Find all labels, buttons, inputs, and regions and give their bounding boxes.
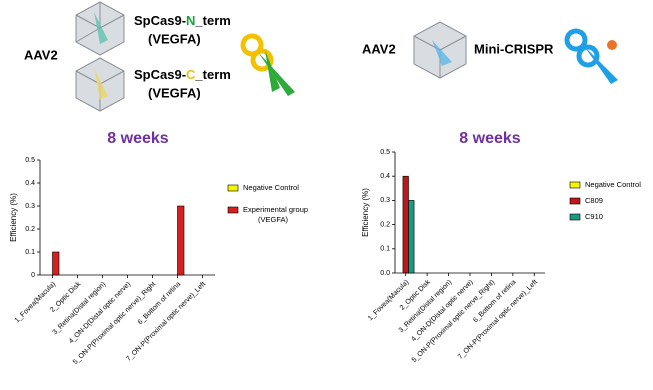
y-tick-label: 0.4 (380, 173, 390, 180)
bar (52, 251, 60, 276)
legend-swatch (227, 206, 239, 214)
construct-part: C (186, 67, 196, 82)
vector-label: AAV2 (24, 47, 58, 62)
y-tick-label: 0.2 (380, 221, 390, 228)
y-tick-label: 0.0 (380, 270, 390, 277)
bar (177, 205, 185, 276)
construct-target: (VEGFA) (148, 31, 201, 46)
bar (402, 175, 409, 274)
construct-part: _term (194, 67, 230, 82)
scissors-icon (240, 33, 295, 96)
y-tick-label: 0.1 (380, 246, 390, 253)
legend-line: Experimental group (243, 205, 308, 214)
y-tick-label: 0.5 (25, 157, 35, 164)
capsid-icon (75, 1, 125, 56)
y-tick-label: 0.5 (380, 149, 390, 156)
legend-label: C809 (585, 196, 603, 205)
vector-label: AAV2 (362, 41, 396, 56)
y-tick-label: 0.4 (25, 180, 35, 187)
x-tick-label: 1_Fovea(Macula) (14, 281, 57, 324)
y-axis-label: Efficiency (%) (9, 193, 18, 242)
y-tick-label: 0.3 (25, 203, 35, 210)
y-tick-label: 0.3 (380, 197, 390, 204)
legend-label: Negative Control (243, 183, 299, 192)
y-tick-label: 0.2 (25, 226, 35, 233)
chart-title: 8 weeks (107, 130, 168, 147)
y-tick-label: 0.1 (25, 249, 35, 256)
legend-swatch (569, 213, 581, 221)
legend-label: C910 (585, 212, 603, 221)
legend-swatch (569, 181, 581, 189)
legend-label: Experimental group (VEGFA) (243, 205, 308, 224)
y-axis-label: Efficiency (%) (361, 188, 370, 237)
x-tick-label: 6_Bottom of retina (137, 281, 182, 326)
construct-label: SpCas9-N_term (134, 13, 231, 28)
construct-part: SpCas9- (134, 13, 186, 28)
construct-part: _term (194, 13, 230, 28)
legend-label: Negative Control (585, 180, 641, 189)
legend-line: (VEGFA) (258, 215, 289, 224)
capsid-icon (413, 21, 467, 79)
legend-swatch (227, 184, 239, 192)
y-tick-label: 0 (31, 272, 35, 279)
capsid-icon (75, 57, 125, 112)
scissors-icon (564, 28, 618, 84)
construct-target: (VEGFA) (148, 85, 201, 100)
construct-part: SpCas9- (134, 67, 186, 82)
construct-label: Mini-CRISPR (474, 41, 554, 56)
construct-label: SpCas9-C_term (134, 67, 231, 82)
legend-swatch (569, 197, 581, 205)
chart-title: 8 weeks (459, 130, 520, 147)
construct-part: N (186, 13, 195, 28)
x-tick-label: 7_ON-P(Proximal optic nerve)_Left (457, 279, 539, 361)
bar (408, 200, 415, 274)
